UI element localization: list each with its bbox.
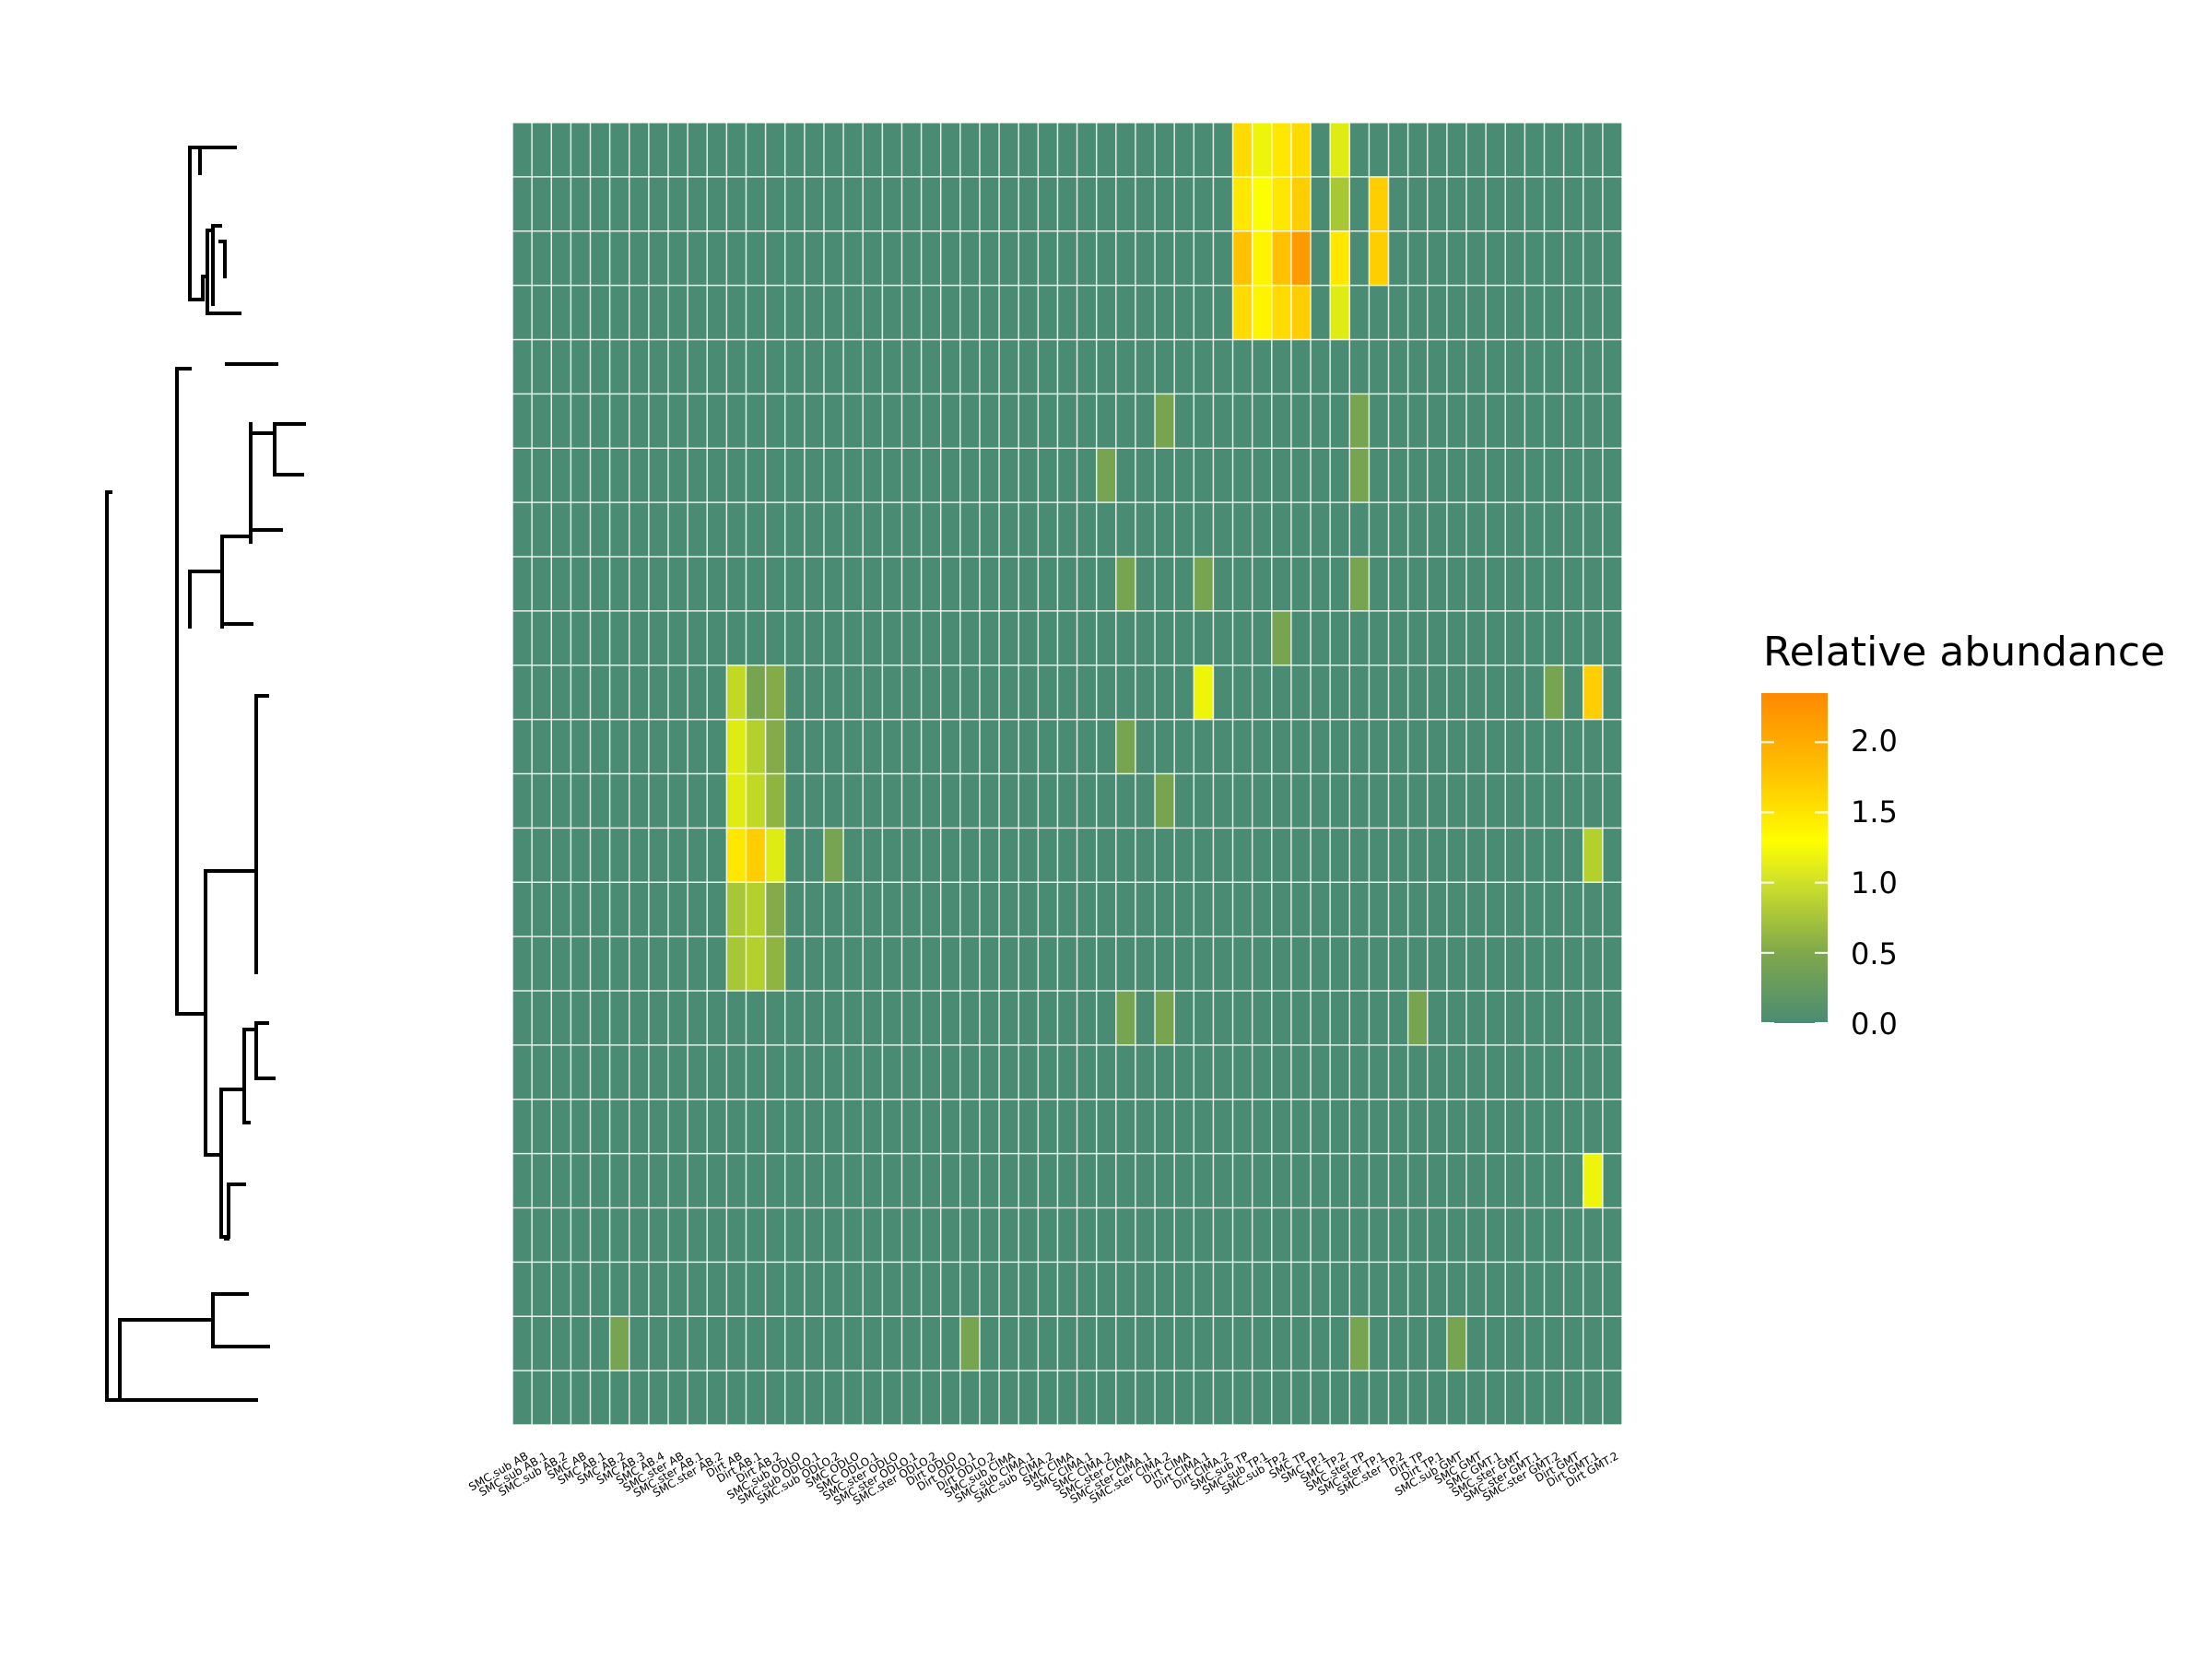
heatmap-grid [512, 122, 1623, 1426]
heatmap-cell-r0-c37 [1232, 123, 1253, 177]
heatmap-cell-r10-c35 [1194, 665, 1214, 720]
legend-tick-0: 0.0 [1851, 1006, 1898, 1041]
legend-tick-0-5: 0.5 [1851, 936, 1898, 971]
heatmap-cell-r1-c39 [1271, 176, 1291, 231]
heatmap-cell-r10-c12 [746, 665, 766, 720]
heatmap-cell-r5-c33 [1155, 394, 1175, 449]
heatmap-cell-r0-c42 [1330, 123, 1350, 177]
heatmap-cell-r12-c13 [765, 773, 785, 829]
heatmap-cell-r3-c40 [1290, 285, 1312, 340]
heatmap-cell-r8-c35 [1194, 557, 1214, 611]
heatmap-cell-r10-c53 [1544, 665, 1564, 720]
heatmap-cell-r10-c11 [726, 665, 747, 720]
heatmap-cell-r13-c11 [726, 828, 747, 883]
heatmap-cell-r1-c42 [1330, 176, 1350, 231]
heatmap-cell-r8-c43 [1349, 557, 1370, 611]
heatmap-cell-r0-c39 [1271, 123, 1291, 177]
row-dendrogram [105, 146, 306, 1402]
heatmap-cell-r11-c31 [1115, 719, 1135, 774]
heatmap-cell-r1-c38 [1252, 176, 1272, 231]
heatmap-cell-r0-c38 [1252, 123, 1272, 177]
heatmap-cell-r15-c11 [726, 936, 747, 991]
heatmap-cell-r12-c12 [746, 773, 766, 829]
heatmap-cell-r2-c38 [1252, 230, 1272, 286]
heatmap-cell-r14-c13 [765, 882, 785, 937]
heatmap-cell-r2-c39 [1271, 230, 1291, 286]
heatmap-cell-r19-c55 [1583, 1153, 1603, 1208]
heatmap-cell-r13-c16 [823, 828, 844, 883]
heatmap-cell-r2-c40 [1290, 230, 1312, 286]
heatmap-cell-r12-c11 [726, 773, 747, 829]
colorbar-ticks [1761, 741, 1828, 1024]
legend-tick-1-5: 1.5 [1851, 794, 1898, 830]
heatmap-cell-r0-c40 [1290, 123, 1312, 177]
heatmap-cell-r1-c40 [1290, 176, 1312, 231]
heatmap-cell-r1-c44 [1369, 176, 1389, 231]
heatmap-cell-r2-c37 [1232, 230, 1253, 286]
heatmap-cell-r3-c39 [1271, 285, 1291, 340]
heatmap-cell-r8-c31 [1115, 557, 1135, 611]
heatmap-cell-r3-c38 [1252, 285, 1272, 340]
heatmap-cell-r11-c13 [765, 719, 785, 774]
heatmap-cell-r11-c11 [726, 719, 747, 774]
heatmap-cell-r12-c33 [1155, 773, 1175, 829]
heatmap-cell-r16-c31 [1115, 991, 1135, 1045]
heatmap-cell-r13-c13 [765, 828, 785, 883]
legend-tick-2: 2.0 [1851, 724, 1898, 759]
heatmap-cells [609, 123, 1603, 1371]
heatmap-cell-r6-c43 [1349, 448, 1370, 503]
heatmap-cell-r15-c12 [746, 936, 766, 991]
heatmap-cell-r9-c39 [1271, 610, 1291, 665]
heatmap-cell-r16-c46 [1407, 991, 1428, 1045]
heatmap-cell-r11-c12 [746, 719, 766, 774]
heatmap-cell-r1-c37 [1232, 176, 1253, 231]
heatmap-cell-r22-c43 [1349, 1316, 1370, 1371]
heatmap-cell-r10-c55 [1583, 665, 1603, 720]
legend-tick-1: 1.0 [1851, 865, 1898, 900]
heatmap-cell-r15-c13 [765, 936, 785, 991]
colorbar [1761, 693, 1828, 1023]
legend-title: Relative abundance [1763, 629, 2166, 676]
heatmap-cell-r10-c13 [765, 665, 785, 720]
heatmap-cell-r22-c48 [1446, 1316, 1467, 1371]
heatmap-cell-r13-c12 [746, 828, 766, 883]
heatmap-cell-r13-c55 [1583, 828, 1603, 883]
heatmap-cell-r2-c42 [1330, 230, 1350, 286]
heatmap-cell-r3-c42 [1330, 285, 1350, 340]
heatmap-cell-r22-c23 [959, 1316, 980, 1371]
heatmap-cell-r6-c30 [1096, 448, 1116, 503]
heatmap-cell-r5-c43 [1349, 394, 1370, 449]
heatmap-cell-r14-c12 [746, 882, 766, 937]
heatmap-cell-r14-c11 [726, 882, 747, 937]
heatmap-cell-r16-c33 [1155, 991, 1175, 1045]
heatmap-cell-r22-c5 [609, 1316, 629, 1371]
heatmap-cell-r3-c37 [1232, 285, 1253, 340]
heatmap-cell-r2-c44 [1369, 230, 1389, 286]
